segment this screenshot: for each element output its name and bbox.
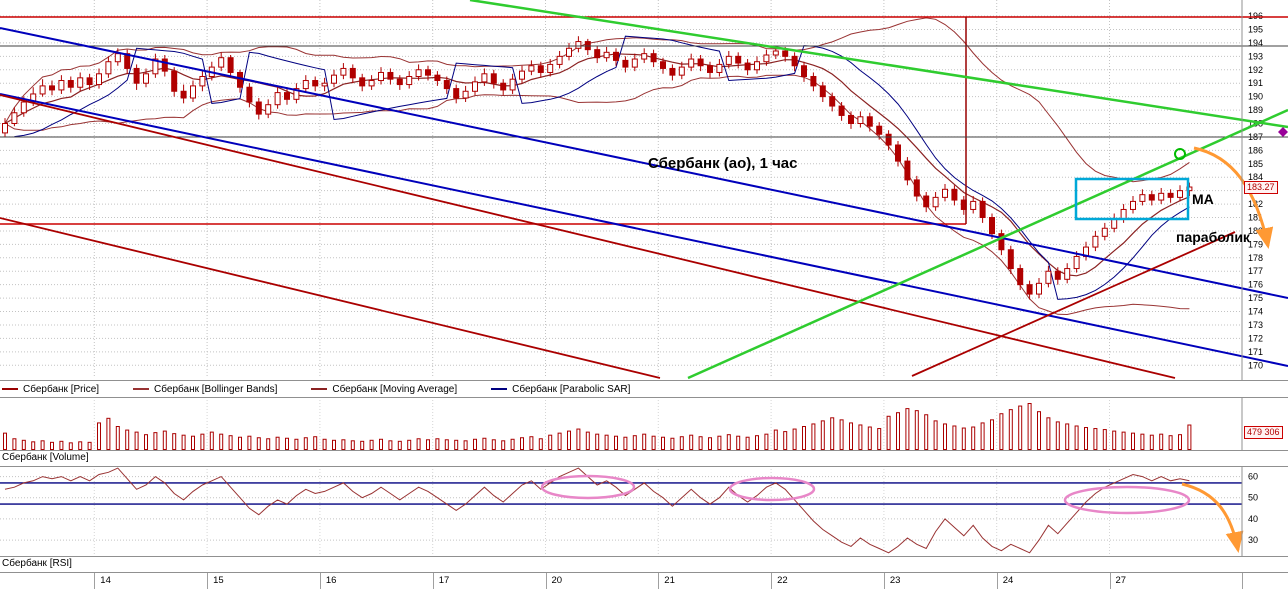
- svg-text:184: 184: [1248, 172, 1263, 182]
- red-channel-lower: [0, 217, 661, 379]
- legend-item-label: Сбербанк [Parabolic SAR]: [512, 383, 631, 395]
- svg-text:195: 195: [1248, 24, 1263, 34]
- time-axis-tick: [545, 573, 547, 589]
- chart-legend: Сбербанк [Price] Сбербанк [Bollinger Ban…: [0, 380, 1288, 398]
- bollinger-lower-line: [4, 74, 1190, 316]
- svg-text:191: 191: [1248, 78, 1263, 88]
- svg-text:40: 40: [1248, 514, 1258, 524]
- rsi-chart-canvas[interactable]: 60 50 40 30: [0, 466, 1288, 557]
- rsi-highlight-ellipse: [1063, 485, 1191, 515]
- svg-text:185: 185: [1248, 159, 1263, 169]
- svg-text:186: 186: [1248, 145, 1263, 155]
- legend-item-price: Сбербанк [Price]: [2, 384, 99, 395]
- date-label: 24: [1002, 575, 1014, 586]
- rsi-line: [4, 467, 1190, 554]
- svg-text:30: 30: [1248, 535, 1258, 545]
- green-trendline-asc: [687, 108, 1288, 380]
- time-axis-tick: [319, 573, 321, 589]
- last-volume-badge: 479 306: [1244, 426, 1283, 439]
- svg-text:170: 170: [1248, 360, 1263, 370]
- svg-text:171: 171: [1248, 347, 1263, 357]
- sar-line-swatch: [491, 388, 508, 390]
- date-label: 23: [889, 575, 901, 586]
- price-chart-canvas[interactable]: 1961951941931921911901891881871861851841…: [0, 0, 1288, 380]
- ma-highlight-box: [1074, 177, 1190, 221]
- bollinger-upper-line: [4, 17, 1190, 183]
- svg-text:180: 180: [1248, 226, 1263, 236]
- legend-item-label: Сбербанк [Price]: [23, 383, 100, 395]
- svg-text:50: 50: [1248, 493, 1258, 503]
- time-axis[interactable]: 14 15 16 17 20 21 22 23 24 27: [0, 572, 1288, 589]
- bollinger-line-swatch: [133, 388, 150, 390]
- svg-text:174: 174: [1248, 307, 1263, 317]
- rsi-forecast-arrow: [1181, 482, 1244, 553]
- blue-channel-lower: [0, 93, 1288, 367]
- last-price-badge: 183.27: [1244, 181, 1278, 194]
- date-label: 16: [325, 575, 337, 586]
- svg-text:60: 60: [1248, 472, 1258, 482]
- forecast-arrow: [1193, 146, 1274, 249]
- svg-text:172: 172: [1248, 333, 1263, 343]
- time-axis-tick: [771, 573, 773, 589]
- time-axis-tick: [1109, 573, 1111, 589]
- green-trendline-desc: [469, 0, 1288, 129]
- time-axis-tick: [432, 573, 434, 589]
- trendline-endpoint-marker: [1278, 127, 1288, 137]
- svg-text:179: 179: [1248, 239, 1263, 249]
- time-axis-tick: [94, 573, 96, 589]
- svg-text:175: 175: [1248, 293, 1263, 303]
- rsi-highlight-ellipse: [540, 474, 636, 500]
- date-label: 22: [777, 575, 788, 586]
- red-ascending-support: [911, 231, 1236, 377]
- time-axis-tick: [883, 573, 885, 589]
- svg-text:196: 196: [1248, 11, 1263, 21]
- parabolic-annotation: параболик: [1176, 229, 1250, 245]
- legend-item-moving-average: Сбербанк [Moving Average]: [311, 384, 457, 395]
- signal-circle: [1174, 148, 1186, 160]
- date-label: 27: [1115, 575, 1127, 586]
- date-label: 20: [551, 575, 563, 586]
- price-line-swatch: [2, 388, 18, 390]
- date-label: 14: [100, 575, 111, 586]
- blue-channel-upper: [0, 27, 1288, 299]
- date-label: 17: [438, 575, 450, 586]
- legend-item-bollinger: Сбербанк [Bollinger Bands]: [133, 384, 277, 395]
- svg-text:192: 192: [1248, 65, 1263, 75]
- legend-item-label: Сбербанк [Bollinger Bands]: [154, 383, 278, 395]
- svg-text:177: 177: [1248, 266, 1263, 276]
- moving-average-line: [4, 53, 1190, 277]
- svg-text:190: 190: [1248, 92, 1263, 102]
- date-label: 21: [664, 575, 675, 586]
- ma-annotation: МА: [1192, 191, 1214, 207]
- chart-title-annotation: Сбербанк (ао), 1 час: [648, 155, 798, 172]
- legend-item-parabolic-sar: Сбербанк [Parabolic SAR]: [491, 384, 630, 395]
- legend-item-label: Сбербанк [Moving Average]: [332, 383, 458, 395]
- svg-text:176: 176: [1248, 280, 1263, 290]
- svg-text:173: 173: [1248, 320, 1263, 330]
- time-axis-tick: [1242, 573, 1243, 589]
- svg-text:189: 189: [1248, 105, 1263, 115]
- volume-panel-label: Сбербанк [Volume]: [2, 452, 89, 463]
- time-axis-tick: [658, 573, 660, 589]
- volume-chart-canvas[interactable]: [0, 397, 1288, 451]
- svg-text:178: 178: [1248, 253, 1263, 263]
- svg-text:181: 181: [1248, 213, 1263, 223]
- rsi-panel-label: Сбербанк [RSI]: [2, 558, 72, 569]
- svg-text:194: 194: [1248, 38, 1263, 48]
- time-axis-tick: [996, 573, 998, 589]
- date-label: 15: [213, 575, 224, 586]
- ma-line-swatch: [311, 388, 328, 390]
- red-channel-upper: [0, 94, 1176, 379]
- rsi-highlight-ellipse: [728, 476, 816, 502]
- svg-text:193: 193: [1248, 51, 1263, 61]
- parabolic-sar-line: [14, 35, 1190, 300]
- time-axis-tick: [207, 573, 209, 589]
